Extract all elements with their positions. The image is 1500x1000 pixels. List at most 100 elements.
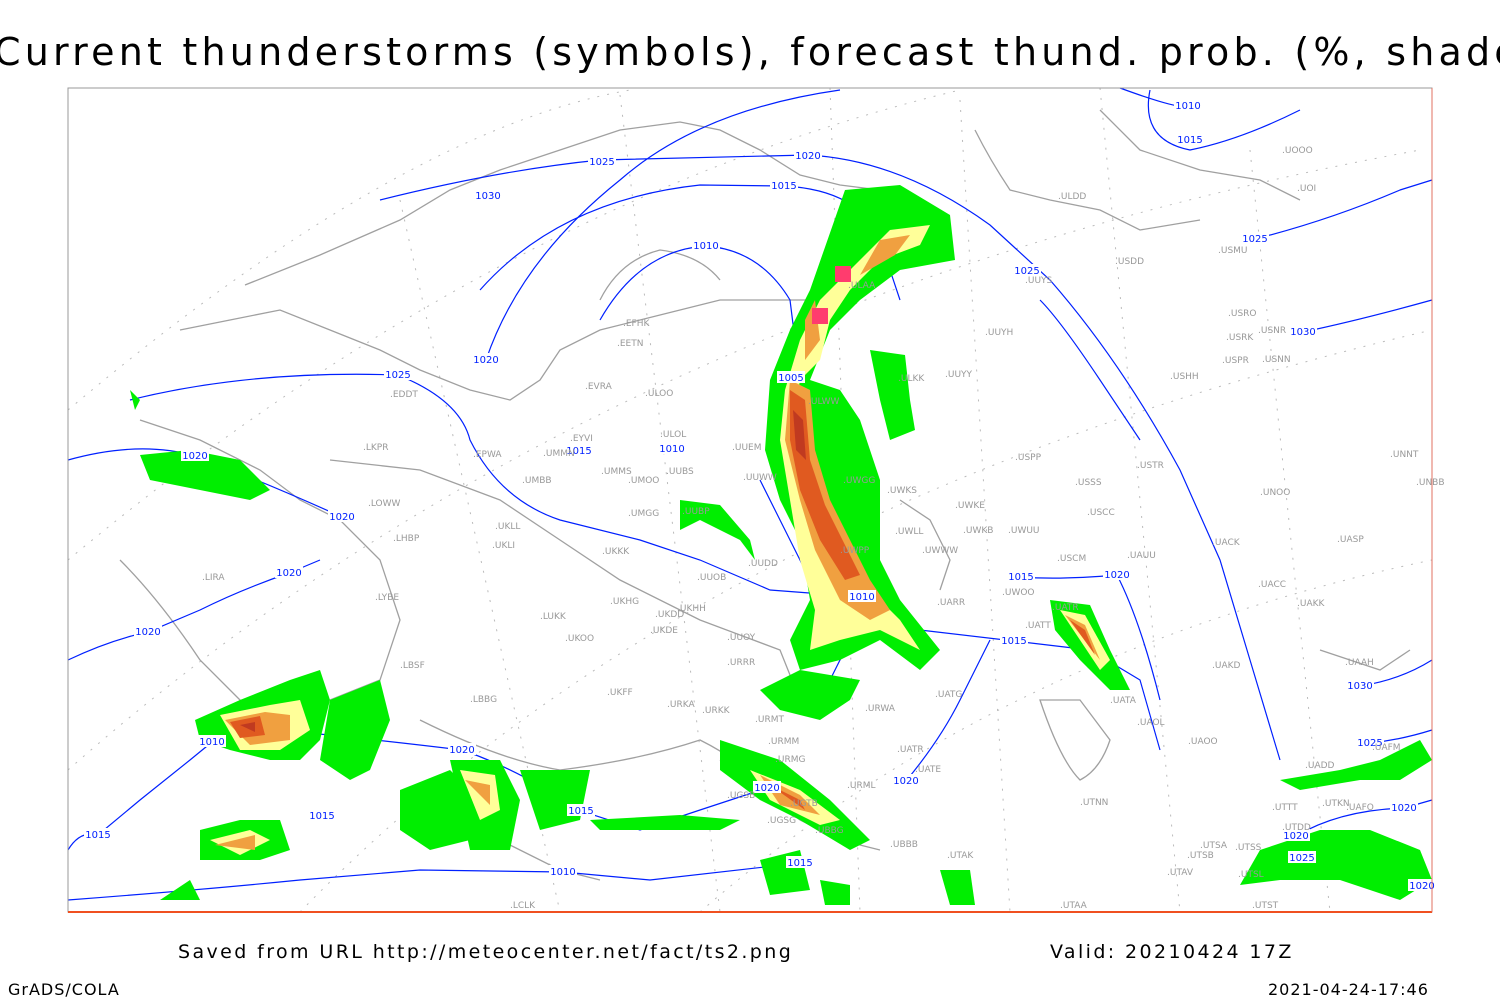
station-label: .ULWW bbox=[808, 397, 840, 407]
isobar-label-bg bbox=[1346, 679, 1374, 691]
station-label: .UTST bbox=[1252, 901, 1279, 911]
thunderstorm-symbol bbox=[835, 266, 851, 282]
station-label: .USPP bbox=[1015, 453, 1042, 463]
station-label: .UATR bbox=[1052, 603, 1079, 613]
isobar-label-bg bbox=[565, 444, 593, 456]
station-label: .EETN bbox=[617, 339, 643, 349]
isobar-label-bg bbox=[275, 566, 303, 578]
station-label: .USHH bbox=[1170, 372, 1199, 382]
station-label: .UUYY bbox=[945, 370, 973, 380]
station-label: .EVRA bbox=[585, 382, 613, 392]
station-label: .UNOO bbox=[1260, 488, 1290, 498]
station-label: .UWLL bbox=[895, 527, 923, 537]
station-label: .UUBS bbox=[666, 467, 694, 477]
isobar-label-bg bbox=[1013, 264, 1041, 276]
isobar-label-bg bbox=[1000, 634, 1028, 646]
station-label: .USTR bbox=[1137, 461, 1164, 471]
station-label: .UTSA bbox=[1200, 841, 1228, 851]
station-label: .URMG bbox=[775, 755, 805, 765]
station-label: .UTSS bbox=[1235, 843, 1262, 853]
isobar-label-bg bbox=[848, 590, 876, 602]
station-label: .UATE bbox=[915, 765, 941, 775]
isobar-label: 1020 bbox=[276, 568, 301, 579]
probability-area-prob-high bbox=[785, 380, 890, 620]
station-label: .EFHK bbox=[623, 319, 650, 329]
station-label: .UGTB bbox=[790, 799, 818, 809]
station-label: .URWA bbox=[865, 704, 896, 714]
station-label: .UBBG bbox=[815, 826, 844, 836]
isobar-label: 1005 bbox=[778, 373, 803, 384]
isobar-label: 1015 bbox=[787, 858, 812, 869]
isobar-label-bg bbox=[1408, 879, 1436, 891]
station-label: .UUYS bbox=[1025, 276, 1053, 286]
isobar-label: 1015 bbox=[1177, 135, 1202, 146]
thunderstorm-symbol bbox=[812, 308, 828, 324]
probability-area-prob-high bbox=[860, 235, 910, 275]
station-label: .UASP bbox=[1337, 535, 1364, 545]
station-label: .UAOO bbox=[1188, 737, 1218, 747]
station-label: .UTSB bbox=[1187, 851, 1214, 861]
isobar-label: 1020 bbox=[135, 627, 160, 638]
station-label: .UTDD bbox=[1282, 823, 1311, 833]
source-url-text: Saved from URL http://meteocenter.net/fa… bbox=[178, 941, 794, 963]
station-label: .UKDD bbox=[655, 610, 684, 620]
isobar-label: 1020 bbox=[754, 783, 779, 794]
isobar-label-bg bbox=[1288, 851, 1316, 863]
probability-area-prob-low bbox=[760, 670, 860, 720]
station-label: .UATG bbox=[935, 690, 962, 700]
station-label: .UACC bbox=[1258, 580, 1286, 590]
station-label: .UATT bbox=[1025, 621, 1051, 631]
isobar-label: 1020 bbox=[473, 355, 498, 366]
station-label: .UWOO bbox=[1002, 588, 1035, 598]
isobar-label-bg bbox=[1289, 325, 1317, 337]
probability-area-prob-low bbox=[160, 880, 200, 900]
station-label: .UATR bbox=[897, 745, 924, 755]
station-label: .UMGG bbox=[628, 509, 659, 519]
station-label: .UARR bbox=[937, 598, 965, 608]
station-label: .UNNT bbox=[1390, 450, 1419, 460]
isobar-labels: 1025 1030 1020 1015 1010 1020 1025 1005 1015 1010… bbox=[84, 99, 1436, 892]
probability-area-prob-low bbox=[1240, 830, 1432, 900]
station-label: .UAFM bbox=[1372, 743, 1401, 753]
station-label: .UMOO bbox=[628, 476, 659, 486]
probability-area-prob-low bbox=[140, 450, 270, 500]
station-label: .LIRA bbox=[202, 573, 225, 583]
station-label: .UUEM bbox=[732, 443, 762, 453]
isobar-label-bg bbox=[786, 856, 814, 868]
station-label: .LUKK bbox=[540, 612, 567, 622]
isobar-label-bg bbox=[1007, 570, 1035, 582]
isobar-label: 1020 bbox=[449, 745, 474, 756]
isobar-label-bg bbox=[1241, 232, 1269, 244]
station-label: .UATA bbox=[1110, 696, 1137, 706]
isobar-label: 1010 bbox=[693, 241, 718, 252]
station-label: .UAOL bbox=[1137, 718, 1165, 728]
station-label: .UGSB bbox=[727, 791, 755, 801]
station-label: .USRK bbox=[1226, 333, 1254, 343]
probability-area-prob-high bbox=[465, 780, 490, 805]
probability-area-prob-higher bbox=[1070, 620, 1095, 655]
isobar-label-bg bbox=[474, 189, 502, 201]
station-labels: .ULDD .UOOO .UOI .USDD .USMU .UUYS .USRO .USRK.… bbox=[202, 146, 1445, 911]
isobar-label: 1015 bbox=[568, 806, 593, 817]
station-label: .UKHG bbox=[610, 597, 639, 607]
station-label: .USNN bbox=[1262, 355, 1291, 365]
probability-area-prob-low bbox=[130, 390, 140, 410]
isobar-label-bg bbox=[658, 442, 686, 454]
isobar-label: 1020 bbox=[1104, 570, 1129, 581]
station-label: .UTNN bbox=[1080, 798, 1108, 808]
station-label: .UWKS bbox=[887, 486, 917, 496]
probability-area-prob-low bbox=[680, 500, 755, 560]
isobar-label: 1010 bbox=[849, 592, 874, 603]
isobar-label: 1030 bbox=[475, 191, 500, 202]
station-label: .LKPR bbox=[363, 443, 388, 453]
station-label: .URML bbox=[847, 781, 875, 791]
station-label: .LYBE bbox=[375, 593, 399, 603]
isobar-label-bg bbox=[777, 371, 805, 383]
probability-area-prob-low bbox=[1280, 740, 1432, 790]
station-label: .UWKE bbox=[955, 501, 985, 511]
station-label: .UUYH bbox=[985, 328, 1013, 338]
isobar-label: 1025 bbox=[385, 370, 410, 381]
isobar-label-bg bbox=[448, 743, 476, 755]
station-label: .UACK bbox=[1212, 538, 1241, 548]
station-label: .LOWW bbox=[368, 499, 401, 509]
